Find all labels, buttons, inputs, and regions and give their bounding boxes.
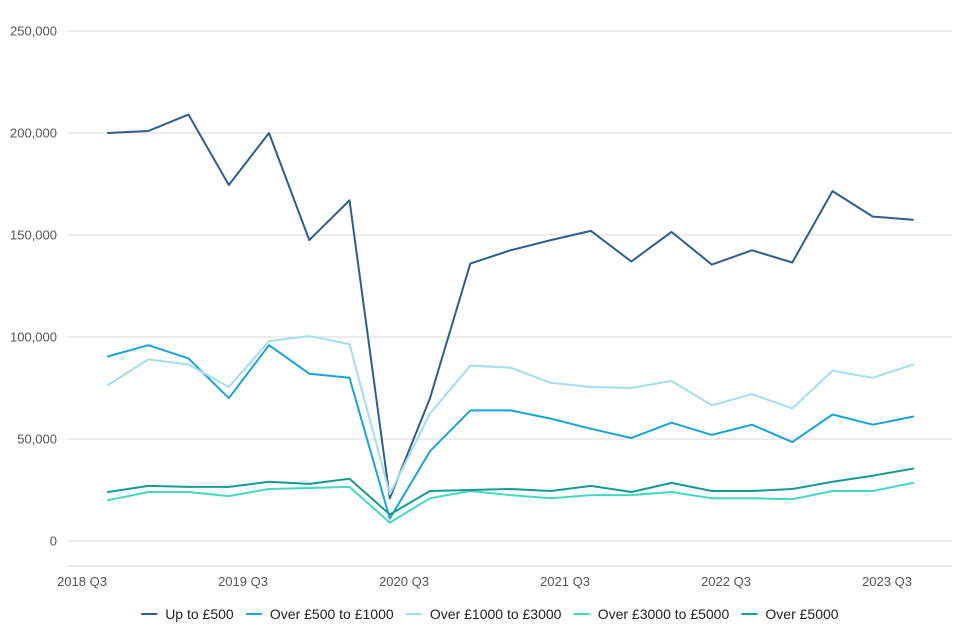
gridlines: [67, 30, 952, 567]
series-line-1: [107, 113, 914, 500]
legend-item: Over £500 to £1000: [245, 606, 394, 622]
series-line-2: [107, 344, 914, 520]
x-tick-label: 2021 Q3: [540, 574, 590, 589]
x-tick-label: 2023 Q3: [862, 574, 912, 589]
y-tick-label: 50,000: [17, 432, 57, 447]
y-tick-label: 200,000: [10, 126, 57, 141]
series-lines: [107, 113, 914, 524]
x-tick-label: 2019 Q3: [218, 574, 268, 589]
legend-label: Over £5000: [765, 606, 838, 622]
y-axis-tick-labels: 250,000 200,000 150,000 100,000 50,000 0: [10, 24, 57, 549]
x-tick-label: 2020 Q3: [379, 574, 429, 589]
legend-label: Over £3000 to £5000: [598, 606, 730, 622]
legend: Up to £500 Over £500 to £1000 Over £1000 t…: [141, 606, 839, 622]
y-tick-label: 0: [50, 534, 57, 549]
legend-label: Over £1000 to £3000: [430, 606, 562, 622]
legend-item: Over £5000: [741, 606, 839, 622]
series-line-3: [107, 335, 914, 496]
x-tick-label: 2018 Q3: [57, 574, 107, 589]
x-tick-label: 2022 Q3: [701, 574, 751, 589]
y-tick-label: 100,000: [10, 330, 57, 345]
y-tick-label: 150,000: [10, 228, 57, 243]
legend-item: Up to £500: [141, 606, 234, 622]
y-tick-label: 250,000: [10, 24, 57, 39]
legend-item: Over £1000 to £3000: [405, 606, 562, 622]
legend-item: Over £3000 to £5000: [573, 606, 730, 622]
legend-label: Over £500 to £1000: [270, 606, 394, 622]
series-line-4: [107, 481, 914, 524]
x-axis-tick-labels: 2018 Q3 2019 Q3 2020 Q3 2021 Q3 2022 Q3 2023 …: [57, 574, 912, 589]
legend-label: Up to £500: [165, 606, 234, 622]
series-line-5: [107, 467, 914, 516]
